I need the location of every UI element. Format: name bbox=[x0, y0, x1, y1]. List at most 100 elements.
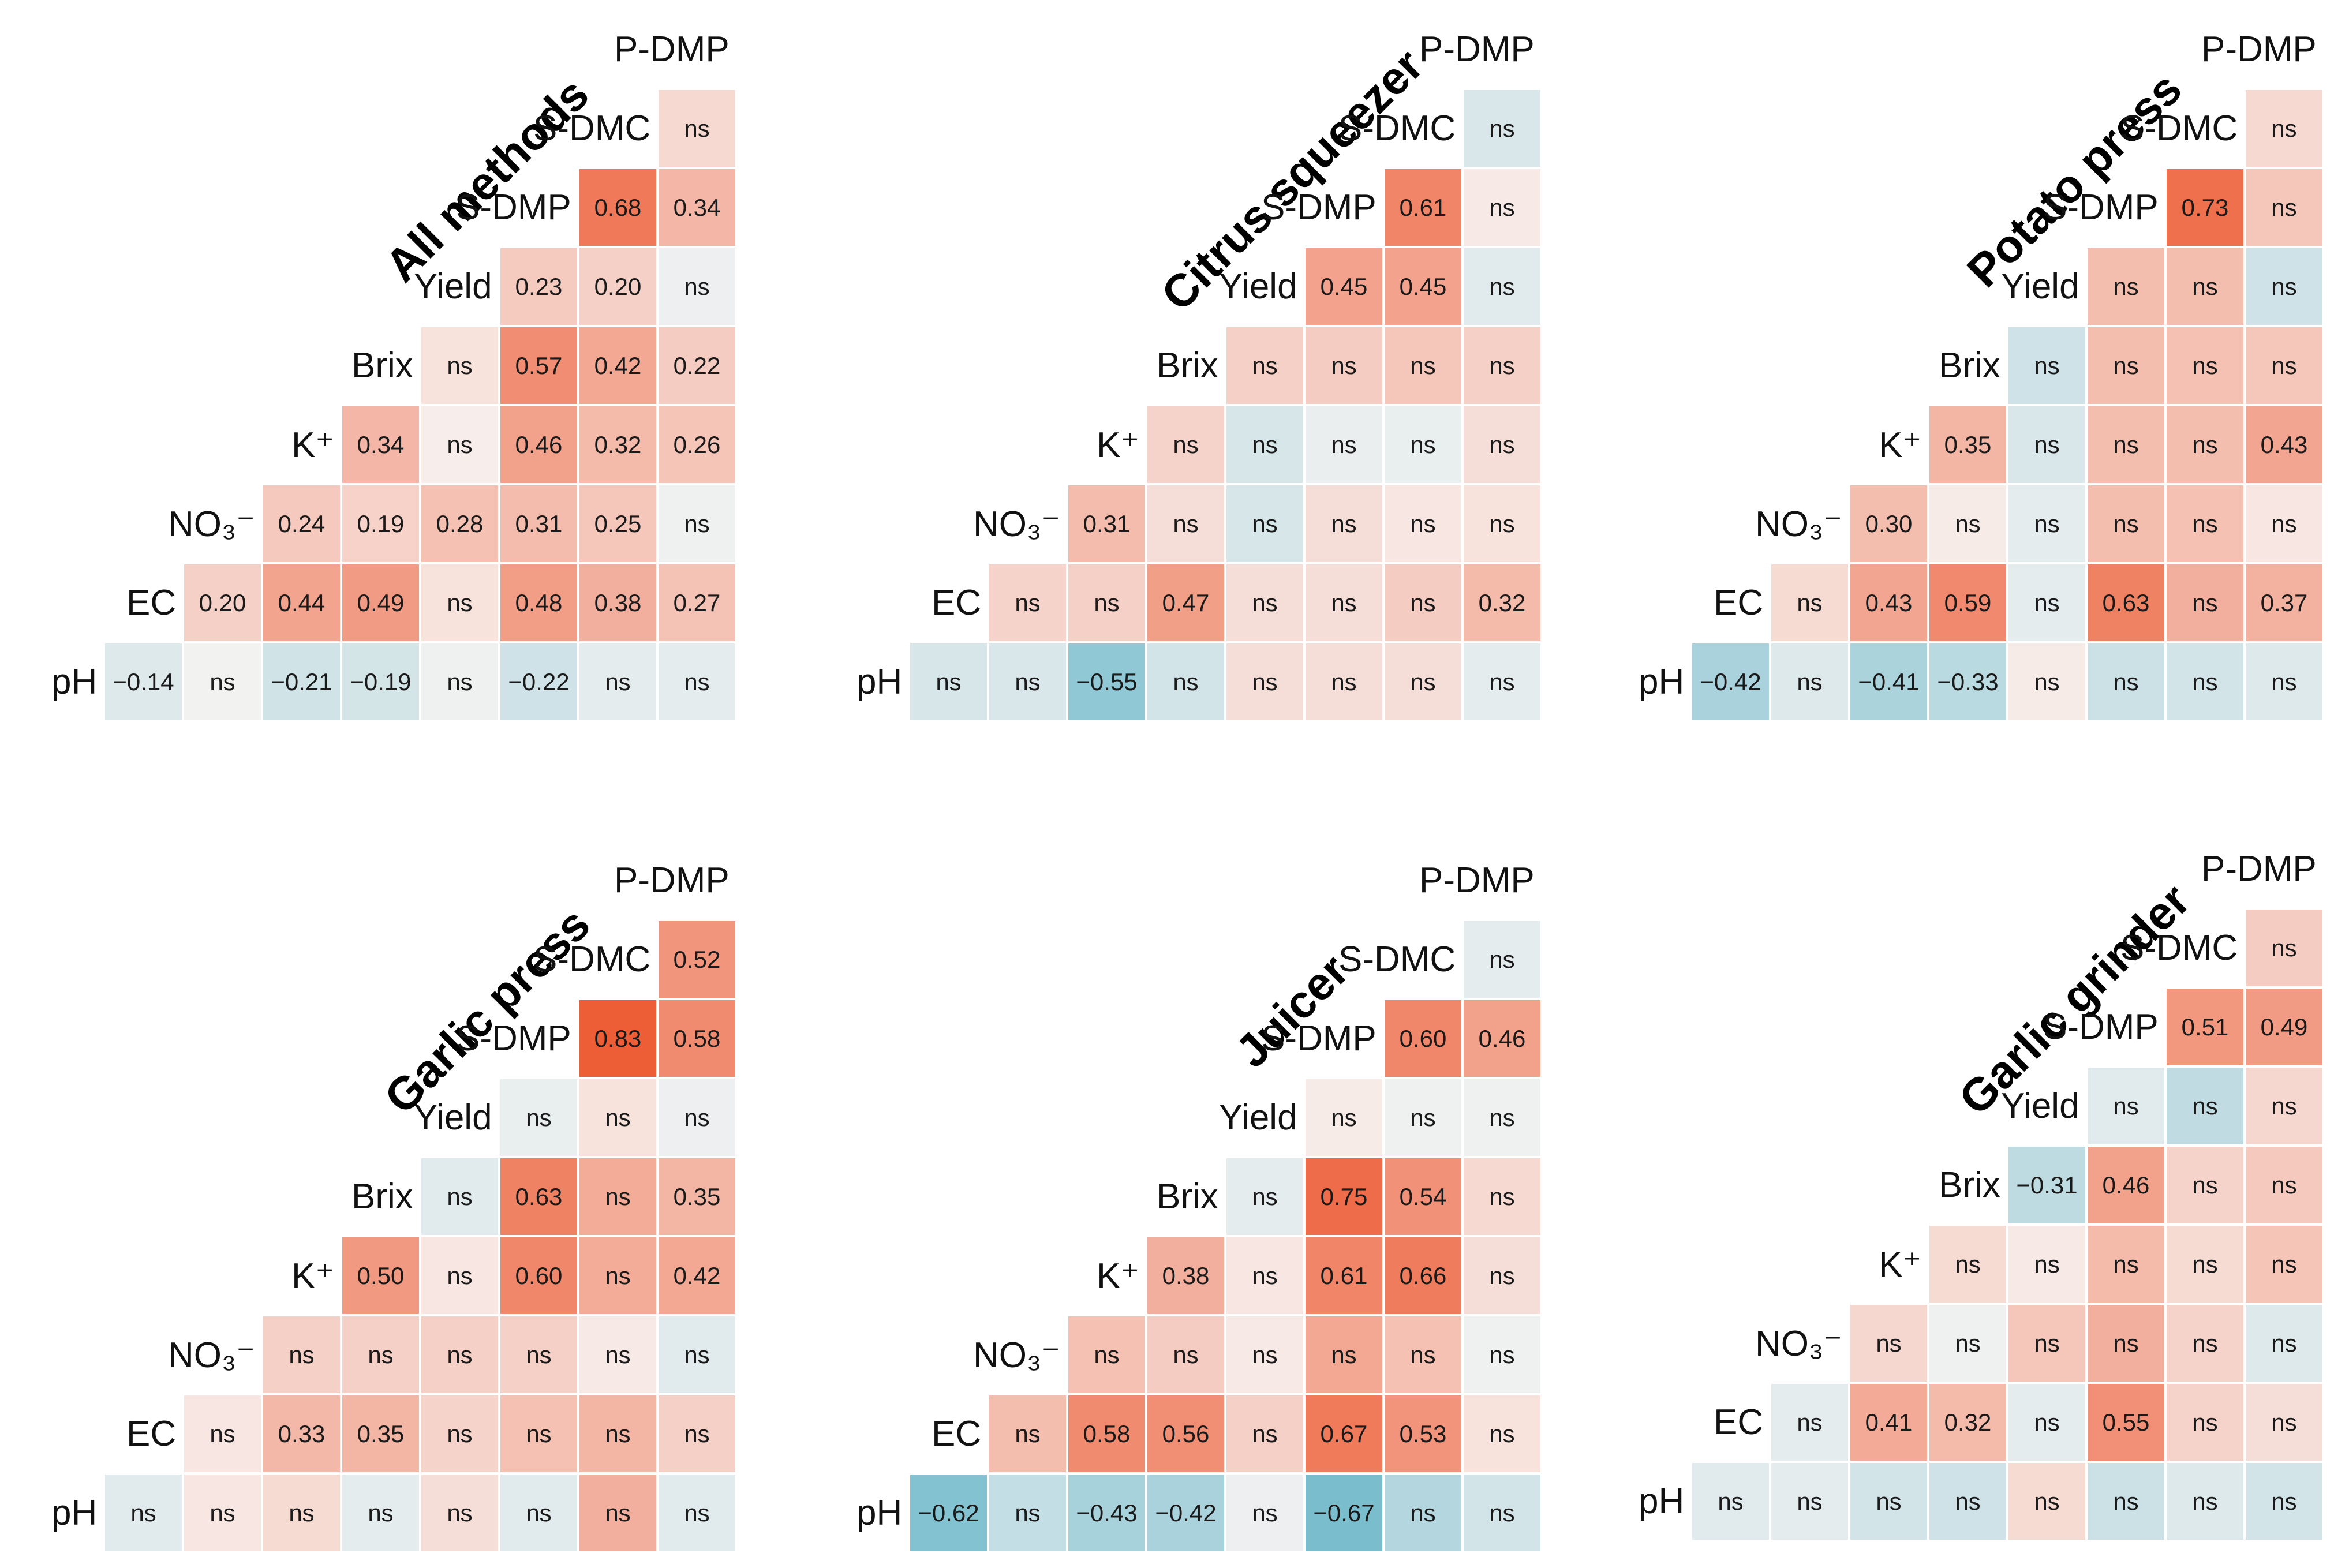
corr-cell: ns bbox=[2007, 563, 2086, 642]
corr-cell: ns bbox=[420, 1473, 499, 1552]
corr-cell: 0.38 bbox=[578, 563, 657, 642]
corr-cell: ns bbox=[1928, 484, 2007, 563]
row-label-k: K⁺ bbox=[291, 425, 335, 465]
corr-cell: ns bbox=[2165, 1383, 2245, 1462]
corr-cell: ns bbox=[1304, 1078, 1383, 1157]
corr-cell: 0.67 bbox=[1304, 1394, 1383, 1473]
row-label-s-dmp: S-DMP bbox=[456, 188, 571, 227]
corr-cell: ns bbox=[2007, 405, 2086, 484]
corr-cell: ns bbox=[578, 1315, 657, 1394]
corr-cell: ns bbox=[1462, 1078, 1542, 1157]
corr-cell: −0.14 bbox=[104, 642, 183, 721]
corr-cell: ns bbox=[420, 1315, 499, 1394]
corr-cell: ns bbox=[2245, 1146, 2324, 1225]
corr-cell: 0.32 bbox=[578, 405, 657, 484]
corr-cell: ns bbox=[1225, 1315, 1304, 1394]
corr-cell: 0.54 bbox=[1383, 1157, 1462, 1236]
row-label-p-dmp: P-DMP bbox=[2201, 849, 2317, 889]
corr-cell: ns bbox=[1304, 405, 1383, 484]
corr-cell: ns bbox=[2245, 908, 2324, 987]
corr-cell: ns bbox=[2165, 1066, 2245, 1146]
corr-cell: ns bbox=[183, 1473, 262, 1552]
corr-cell: ns bbox=[2086, 247, 2165, 326]
corr-cell: 0.41 bbox=[1849, 1383, 1928, 1462]
corr-cell: ns bbox=[499, 1473, 578, 1552]
corr-cell: 0.19 bbox=[341, 484, 420, 563]
corr-cell: ns bbox=[183, 642, 262, 721]
corr-cell: ns bbox=[578, 1473, 657, 1552]
corr-cell: ns bbox=[499, 1078, 578, 1157]
corr-cell: −0.42 bbox=[1146, 1473, 1225, 1552]
corr-cell: ns bbox=[2086, 484, 2165, 563]
corr-cell: 0.56 bbox=[1146, 1394, 1225, 1473]
row-label-k: K⁺ bbox=[1879, 425, 1922, 465]
corr-cell: ns bbox=[2086, 1462, 2165, 1541]
corr-cell: ns bbox=[1383, 484, 1462, 563]
row-label-ph: pH bbox=[1639, 662, 1685, 702]
corr-cell: ns bbox=[2086, 642, 2165, 721]
corr-cell: ns bbox=[420, 405, 499, 484]
corr-cell: ns bbox=[657, 642, 736, 721]
corr-cell: 0.73 bbox=[2165, 168, 2245, 247]
corr-cell: ns bbox=[1225, 642, 1304, 721]
corr-cell: ns bbox=[1304, 326, 1383, 405]
corr-cell: ns bbox=[2245, 1462, 2324, 1541]
corr-cell: ns bbox=[1304, 563, 1383, 642]
corr-cell: ns bbox=[1462, 326, 1542, 405]
row-label-p-dmp: P-DMP bbox=[1419, 860, 1535, 900]
corr-cell: −0.31 bbox=[2007, 1146, 2086, 1225]
corr-cell: 0.42 bbox=[578, 326, 657, 405]
corr-cell: ns bbox=[578, 1394, 657, 1473]
corr-cell: ns bbox=[988, 642, 1067, 721]
row-label-k: K⁺ bbox=[1097, 1256, 1140, 1296]
corr-cell: 0.60 bbox=[499, 1236, 578, 1315]
corr-cell: 0.46 bbox=[2086, 1146, 2165, 1225]
corr-cell: ns bbox=[1225, 1394, 1304, 1473]
corr-cell: 0.24 bbox=[262, 484, 341, 563]
corr-cell: ns bbox=[2007, 642, 2086, 721]
corr-cell: ns bbox=[2245, 89, 2324, 168]
corr-cell: ns bbox=[1225, 405, 1304, 484]
corr-cell: −0.19 bbox=[341, 642, 420, 721]
corr-cell: ns bbox=[2165, 1462, 2245, 1541]
corr-cell: 0.27 bbox=[657, 563, 736, 642]
corr-cell: 0.57 bbox=[499, 326, 578, 405]
corr-cell: 0.51 bbox=[2165, 987, 2245, 1066]
corr-cell: ns bbox=[1928, 1225, 2007, 1304]
corr-cell: ns bbox=[183, 1394, 262, 1473]
row-label-ec: EC bbox=[126, 583, 177, 623]
corr-cell: 0.42 bbox=[657, 1236, 736, 1315]
corr-cell: −0.43 bbox=[1067, 1473, 1146, 1552]
corr-cell: ns bbox=[341, 1473, 420, 1552]
row-label-yield: Yield bbox=[2001, 1086, 2079, 1126]
corr-cell: 0.37 bbox=[2245, 563, 2324, 642]
corr-cell: 0.20 bbox=[578, 247, 657, 326]
corr-cell: ns bbox=[1383, 1315, 1462, 1394]
corr-cell: ns bbox=[1225, 1473, 1304, 1552]
corr-cell: ns bbox=[2165, 1304, 2245, 1383]
row-label-p-dmp: P-DMP bbox=[2201, 29, 2317, 69]
corr-cell: 0.53 bbox=[1383, 1394, 1462, 1473]
row-label-yield: Yield bbox=[1219, 267, 1297, 306]
corr-cell: ns bbox=[1462, 168, 1542, 247]
corr-cell: 0.35 bbox=[341, 1394, 420, 1473]
corr-cell: 0.83 bbox=[578, 999, 657, 1078]
row-label-no: NO₃⁻ bbox=[1755, 504, 1842, 544]
corr-cell: 0.22 bbox=[657, 326, 736, 405]
corr-cell: 0.45 bbox=[1383, 247, 1462, 326]
row-label-s-dmc: S-DMC bbox=[533, 108, 651, 148]
row-label-ph: pH bbox=[51, 662, 98, 702]
corr-cell: ns bbox=[1146, 642, 1225, 721]
corr-cell: ns bbox=[2165, 1225, 2245, 1304]
row-label-p-dmp: P-DMP bbox=[1419, 29, 1535, 69]
corr-cell: ns bbox=[2007, 1304, 2086, 1383]
row-label-ph: pH bbox=[856, 1493, 903, 1533]
row-label-s-dmp: S-DMP bbox=[2043, 1007, 2159, 1047]
row-label-s-dmp: S-DMP bbox=[1261, 188, 1377, 227]
corr-cell: 0.33 bbox=[262, 1394, 341, 1473]
corr-cell: ns bbox=[1462, 642, 1542, 721]
row-label-no: NO₃⁻ bbox=[168, 504, 255, 544]
row-label-yield: Yield bbox=[414, 267, 492, 306]
corr-cell: ns bbox=[2007, 1383, 2086, 1462]
